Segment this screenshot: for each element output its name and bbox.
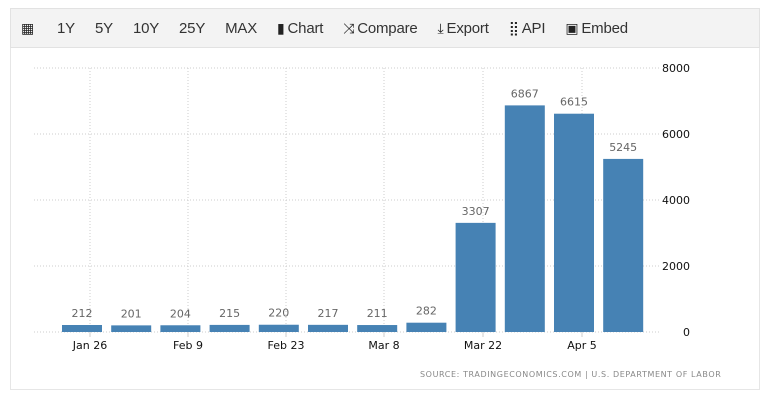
button-label: MAX bbox=[225, 19, 258, 37]
x-tick-label: Jan 26 bbox=[72, 339, 107, 352]
button-label: API bbox=[521, 19, 546, 37]
bar bbox=[357, 325, 398, 332]
shuffle-icon: ⤨ bbox=[343, 19, 355, 36]
data-label: 217 bbox=[318, 307, 339, 320]
x-tick-label: Apr 5 bbox=[567, 339, 597, 352]
x-tick-label: Mar 22 bbox=[464, 339, 502, 352]
5y-button[interactable]: 5Y bbox=[95, 20, 113, 37]
data-label: 215 bbox=[219, 307, 240, 320]
data-label: 204 bbox=[170, 307, 191, 320]
bar bbox=[554, 113, 594, 332]
button-label: Chart bbox=[287, 19, 324, 37]
bar bbox=[308, 324, 348, 332]
data-label: 6867 bbox=[511, 87, 539, 100]
button-label: Compare bbox=[357, 19, 418, 37]
button-label: 5Y bbox=[94, 19, 113, 37]
export-button[interactable]: ⤓ Export bbox=[438, 20, 489, 37]
bar bbox=[406, 322, 447, 332]
bar bbox=[209, 324, 250, 332]
x-tick-label: Feb 23 bbox=[268, 339, 305, 352]
y-tick-label: 8000 bbox=[662, 62, 690, 75]
bar bbox=[111, 325, 152, 332]
compare-button[interactable]: ⤨ Compare bbox=[343, 20, 417, 37]
10y-button[interactable]: 10Y bbox=[133, 20, 159, 37]
data-label: 211 bbox=[367, 307, 388, 320]
bar-chart-icon: ▮ bbox=[277, 19, 285, 36]
embed-button[interactable]: ▣ Embed bbox=[565, 20, 628, 37]
bar bbox=[62, 325, 102, 332]
data-label: 6615 bbox=[560, 96, 588, 109]
calendar-icon: ▦ bbox=[21, 19, 35, 36]
data-label: 201 bbox=[121, 307, 142, 320]
source-note: SOURCE: TRADINGECONOMICS.COM | U.S. DEPA… bbox=[420, 370, 722, 379]
data-label: 3307 bbox=[462, 205, 490, 218]
bar bbox=[603, 158, 644, 332]
button-label: 25Y bbox=[179, 19, 206, 37]
bar bbox=[258, 324, 299, 332]
x-tick-label: Feb 9 bbox=[173, 339, 203, 352]
x-tick-label: Mar 8 bbox=[368, 339, 399, 352]
data-label: 5245 bbox=[609, 141, 637, 154]
button-label: Embed bbox=[581, 19, 628, 37]
y-tick-label: 2000 bbox=[662, 260, 690, 273]
1y-button[interactable]: 1Y bbox=[57, 20, 75, 37]
max-button[interactable]: MAX bbox=[225, 20, 257, 37]
button-label: 1Y bbox=[57, 19, 75, 37]
bar bbox=[504, 105, 545, 332]
data-label: 212 bbox=[72, 307, 93, 320]
data-label: 282 bbox=[416, 305, 437, 318]
y-tick-label: 4000 bbox=[662, 194, 690, 207]
data-label: 220 bbox=[268, 307, 289, 320]
image-icon: ▣ bbox=[565, 19, 579, 36]
chart-toolbar: ▦ 1Y 5Y 10Y 25Y MAX ▮ Chart ⤨ Compare ⤓ Export ⣿ API ▣… bbox=[10, 8, 760, 48]
y-tick-label: 0 bbox=[683, 326, 690, 339]
25y-button[interactable]: 25Y bbox=[179, 20, 205, 37]
grid-icon: ⣿ bbox=[508, 19, 519, 36]
button-label: Export bbox=[446, 19, 489, 37]
bar bbox=[160, 325, 201, 332]
calendar-button[interactable]: ▦ bbox=[21, 20, 37, 37]
y-tick-label: 6000 bbox=[662, 128, 690, 141]
download-icon: ⤓ bbox=[437, 19, 444, 36]
chart-button[interactable]: ▮ Chart bbox=[277, 20, 323, 37]
bar bbox=[455, 222, 496, 332]
api-button[interactable]: ⣿ API bbox=[509, 20, 546, 37]
button-label: 10Y bbox=[132, 19, 160, 37]
